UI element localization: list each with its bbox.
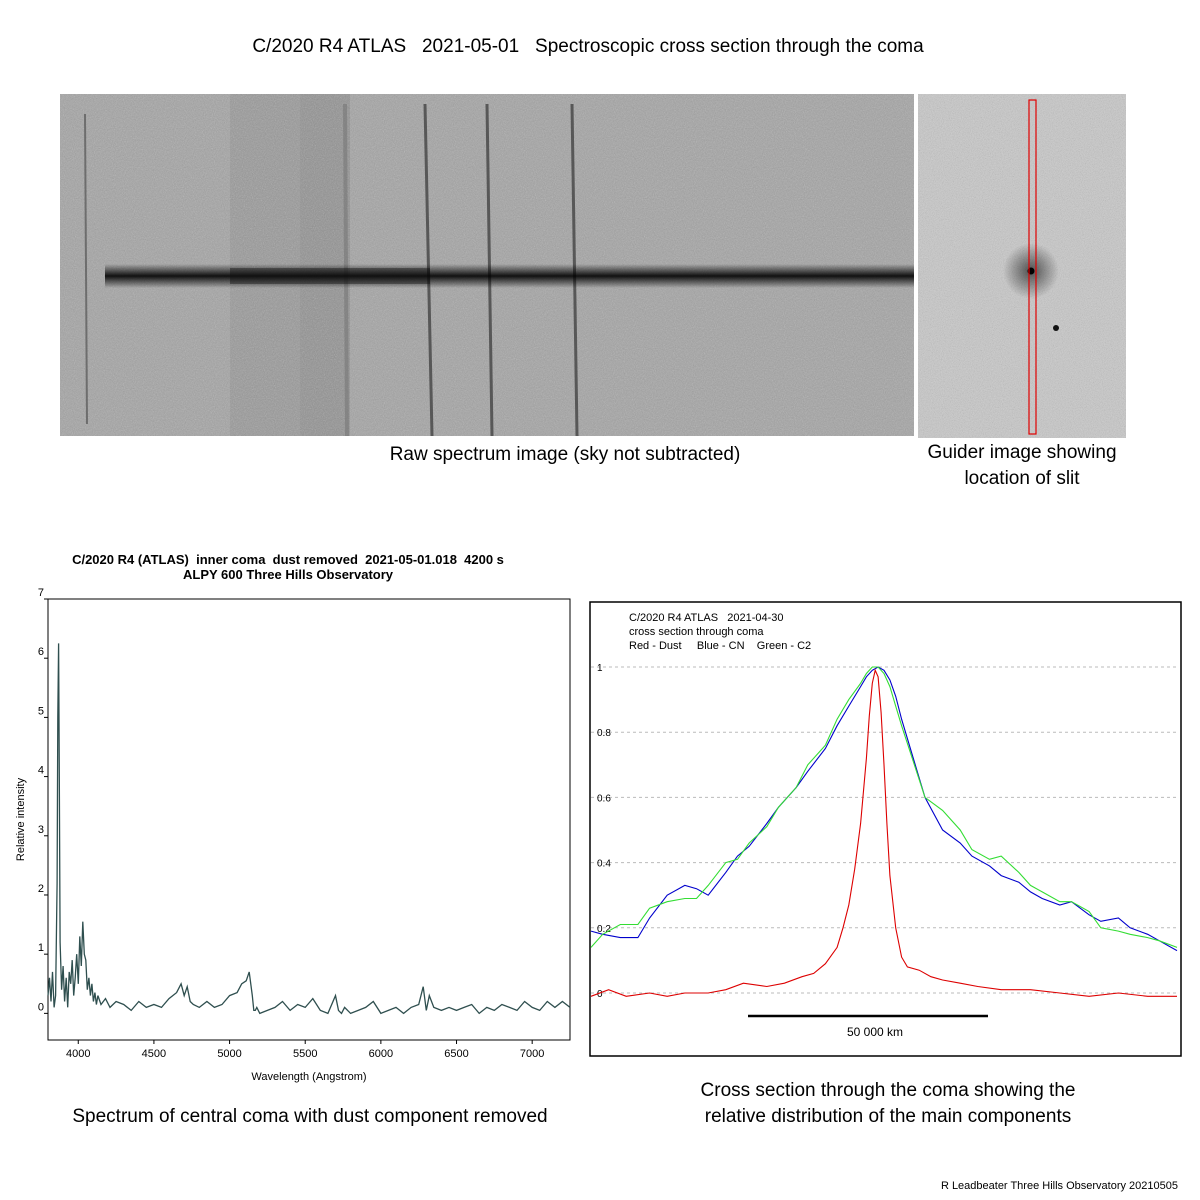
cross-chart-frame xyxy=(589,601,1182,1057)
y-tick-label: 1 xyxy=(597,663,603,674)
x-tick-label: 5500 xyxy=(293,1048,317,1060)
spectrum-series-line xyxy=(47,643,571,1015)
y-tick-label: 0.8 xyxy=(597,728,611,739)
cross-section-caption: Cross section through the coma showing t… xyxy=(640,1078,1136,1130)
y-tick-label: 3 xyxy=(38,824,44,836)
page-title: C/2020 R4 ATLAS 2021-05-01 Spectroscopic… xyxy=(252,36,924,57)
raw-spectrum-caption: Raw spectrum image (sky not subtracted) xyxy=(389,444,741,465)
cross-chart-title-line: C/2020 R4 ATLAS 2021-04-30 xyxy=(629,612,784,624)
y-tick-label: 5 xyxy=(38,705,44,717)
y-tick-label: 0.4 xyxy=(597,859,611,870)
y-tick-label: 2 xyxy=(38,883,44,895)
footer-credit: R Leadbeater Three Hills Observatory 202… xyxy=(940,1180,1178,1192)
y-axis-label: Relative intensity xyxy=(15,777,27,861)
cross-chart-title-line: cross section through coma xyxy=(629,626,764,638)
spectrum-chart-subtitle: ALPY 600 Three Hills Observatory xyxy=(182,567,394,582)
cross-series-line-2 xyxy=(590,668,1177,997)
spectrum-caption: Spectrum of central coma with dust compo… xyxy=(72,1106,548,1127)
x-tick-label: 5000 xyxy=(217,1048,241,1060)
cross-chart-title-line: Red - Dust Blue - CN Green - C2 xyxy=(629,640,811,652)
scale-bar-label: 50 000 km xyxy=(847,1025,903,1039)
x-tick-label: 4500 xyxy=(142,1048,166,1060)
cross-series-line-1 xyxy=(590,666,1178,948)
y-tick-label: 7 xyxy=(38,587,44,599)
x-axis-label: Wavelength (Angstrom) xyxy=(251,1071,366,1083)
x-tick-label: 4000 xyxy=(66,1048,90,1060)
y-tick-label: 6 xyxy=(38,646,44,658)
guider-caption: Guider image showing location of slit xyxy=(906,440,1138,492)
guider-image xyxy=(918,94,1126,438)
y-tick-label: 0.6 xyxy=(597,793,611,804)
x-tick-label: 6500 xyxy=(444,1048,468,1060)
y-tick-label: 4 xyxy=(38,765,44,777)
field-star xyxy=(1053,325,1059,331)
cross-section-chart: C/2020 R4 ATLAS 2021-04-30 cross section … xyxy=(589,601,1182,1057)
slit-marker xyxy=(1028,99,1037,435)
guider-caption-line2: location of slit xyxy=(964,468,1080,489)
y-tick-label: 0 xyxy=(38,1001,44,1013)
raw-spectrum-image xyxy=(60,94,915,437)
y-tick-label: 0.2 xyxy=(597,924,611,935)
cross-caption-line1: Cross section through the coma showing t… xyxy=(700,1080,1076,1101)
x-tick-label: 6000 xyxy=(369,1048,393,1060)
spectrum-plot-frame xyxy=(47,598,571,1041)
spectrum-chart: 0 1 2 3 4 5 6 7 4000 4500 5000 5500 6000 6500 7000 Wave… xyxy=(15,587,571,1083)
y-tick-label: 0 xyxy=(597,989,603,1000)
cross-caption-line2: relative distribution of the main compon… xyxy=(704,1106,1072,1127)
y-tick-label: 1 xyxy=(38,942,44,954)
spectrum-chart-title: C/2020 R4 (ATLAS) inner coma dust remove… xyxy=(72,552,504,567)
x-tick-label: 7000 xyxy=(520,1048,544,1060)
guider-caption-line1: Guider image showing xyxy=(927,442,1117,463)
